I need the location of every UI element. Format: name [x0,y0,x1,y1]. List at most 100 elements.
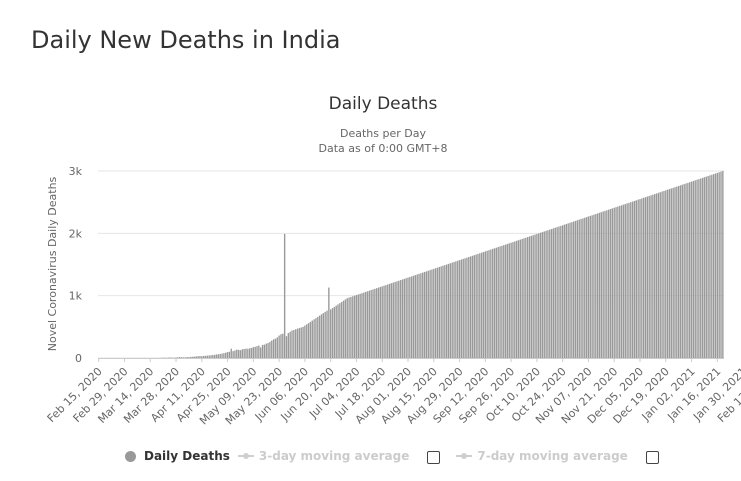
bar-daily-deaths [523,238,525,358]
bar-daily-deaths [239,350,242,358]
bar-daily-deaths [495,247,498,358]
bar-daily-deaths [274,338,277,358]
bar-daily-deaths [436,267,439,358]
bar-daily-deaths [602,211,604,358]
bar-daily-deaths [593,214,595,358]
bar-daily-deaths [534,234,536,358]
bar-daily-deaths [363,292,365,358]
bar-daily-deaths [477,253,479,358]
bar-daily-deaths [261,344,264,358]
bar-daily-deaths [248,348,251,358]
bar-daily-deaths [256,346,258,358]
bar-daily-deaths [556,227,558,358]
chart-subtitle-line-2: Data as of 0:00 GMT+8 [319,142,448,155]
legend-label-3-day-average: 3-day moving average [258,449,410,463]
bar-daily-deaths [578,219,580,358]
bar-daily-deaths [320,314,323,358]
bar-daily-deaths [298,328,301,358]
bar-daily-deaths [206,355,209,358]
bar-daily-deaths [538,233,540,358]
bar-daily-deaths [388,283,391,358]
bar-daily-deaths [514,241,516,358]
bar-daily-deaths [444,265,446,358]
bar-daily-deaths [210,355,212,358]
y-axis-title: Novel Coronavirus Daily Deaths [46,176,59,351]
bar-daily-deaths [269,341,271,358]
bar-daily-deaths [394,281,396,358]
bar-daily-deaths [648,195,650,358]
bar-daily-deaths [285,336,288,358]
bar-daily-deaths [265,343,267,358]
bar-daily-deaths [712,174,715,358]
chart-title: Daily Deaths [329,94,438,114]
bar-daily-deaths [335,305,337,358]
bar-daily-deaths [722,171,724,358]
bar-daily-deaths [707,175,709,358]
bar-daily-deaths [372,289,374,358]
bar-daily-deaths [304,325,306,358]
bar-daily-deaths [366,291,369,358]
bar-daily-deaths [361,293,363,358]
bar-daily-deaths [287,333,290,358]
bar-daily-deaths [368,290,371,358]
bar-daily-deaths [193,356,196,358]
bar-daily-deaths [429,270,431,358]
bar-daily-deaths [263,344,266,358]
bar-daily-deaths [582,218,584,358]
bar-daily-deaths [488,250,490,358]
bar-daily-deaths [213,354,216,358]
bar-daily-deaths [405,278,407,358]
toggle-3-day-average-checkbox[interactable] [427,451,441,464]
legend-label-daily-deaths: Daily Deaths [144,449,230,463]
bar-daily-deaths [541,232,544,358]
bar-daily-deaths [585,217,588,358]
bar-daily-deaths [385,285,387,358]
bar-daily-deaths [561,225,564,358]
bar-daily-deaths [635,200,637,358]
bar-daily-deaths [573,221,575,358]
bar-daily-deaths [344,299,347,358]
bar-daily-deaths [225,352,227,358]
bar-daily-deaths [223,353,225,358]
y-tick-label: 2k [69,227,83,240]
bar-daily-deaths [195,356,197,358]
bar-daily-deaths [689,182,691,358]
bar-daily-deaths [355,295,358,358]
bar-daily-deaths [530,235,533,358]
bar-daily-deaths [466,257,468,358]
bar-daily-deaths [528,236,531,358]
bar-daily-deaths [613,207,615,358]
bar-daily-deaths [423,271,426,358]
bar-daily-deaths [486,250,488,358]
bar-daily-deaths [331,308,334,358]
bar-daily-deaths [650,195,652,358]
bar-daily-deaths [418,273,420,358]
bar-daily-deaths [536,233,538,358]
legend-item-3-day-average[interactable]: 3-day moving average [237,449,410,463]
bar-daily-deaths [720,171,722,358]
bar-daily-deaths [512,242,514,358]
bar-daily-deaths [398,280,400,358]
toggle-7-day-average-checkbox[interactable] [645,451,659,464]
bar-daily-deaths [639,199,641,358]
legend-label-7-day-average: 7-day moving average [477,449,628,463]
bar-daily-deaths [550,228,553,358]
bar-daily-deaths [232,351,234,358]
bar-daily-deaths [425,271,428,358]
bar-daily-deaths [492,248,494,358]
bar-daily-deaths [641,198,643,358]
bar-daily-deaths [687,182,689,358]
bar-daily-deaths [326,310,328,358]
bar-daily-deaths [595,214,597,358]
legend-item-daily-deaths[interactable]: Daily Deaths [125,449,230,463]
bar-daily-deaths [547,230,549,358]
bar-daily-deaths [438,266,440,358]
bar-daily-deaths [517,240,520,358]
bar-daily-deaths [313,319,315,358]
bar-daily-deaths [295,329,297,358]
bar-daily-deaths [322,313,324,358]
bar-daily-deaths [339,303,341,358]
bar-daily-deaths [302,326,304,358]
legend-item-7-day-average[interactable]: 7-day moving average [456,449,628,463]
